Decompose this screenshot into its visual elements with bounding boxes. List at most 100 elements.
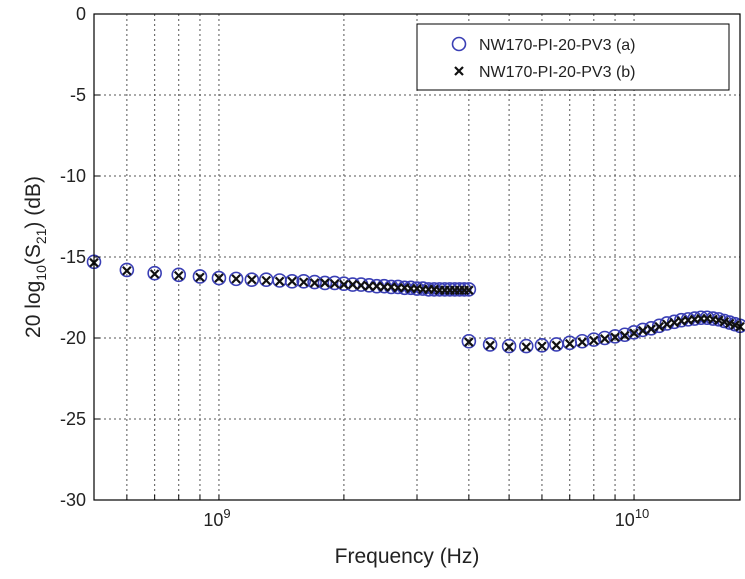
data-point-circle: [501, 338, 517, 354]
y-tick-label: -5: [70, 85, 86, 105]
x-marker-stroke: [521, 342, 532, 352]
legend-box: [416, 23, 730, 91]
x-marker-stroke: [214, 273, 224, 283]
x-marker-stroke: [347, 279, 358, 290]
data-point-x: [577, 337, 587, 347]
x-marker-stroke: [274, 276, 285, 287]
data-point-circle: [119, 262, 135, 278]
legend-entry-a-label: NW170-PI-20-PV3 (a): [479, 37, 636, 54]
x-marker-stroke: [122, 265, 132, 276]
x-marker-stroke: [654, 321, 665, 332]
data-point-x: [261, 275, 272, 286]
data-point-circle: [307, 274, 322, 290]
data-point-x: [329, 278, 340, 289]
x-marker-stroke: [669, 317, 680, 328]
data-point-circle: [211, 270, 227, 286]
x-marker-stroke: [620, 330, 630, 341]
data-point-circle: [296, 273, 311, 289]
data-point-x: [298, 277, 309, 287]
x-marker-stroke: [379, 282, 389, 292]
data-point-x: [173, 270, 184, 281]
x-marker-stroke: [719, 317, 730, 327]
data-point-x: [589, 335, 599, 346]
x-marker-stroke: [298, 277, 309, 287]
data-point-x: [247, 274, 257, 285]
x-marker-stroke: [676, 316, 687, 326]
x-marker-stroke: [356, 280, 366, 291]
x-marker-stroke: [287, 276, 297, 287]
data-point-x: [122, 265, 132, 276]
x-marker-stroke: [629, 328, 639, 338]
data-point-x: [339, 279, 349, 290]
x-marker-stroke: [261, 275, 272, 286]
data-point-circle: [228, 271, 244, 287]
data-point-x: [599, 334, 610, 344]
x-marker-stroke: [320, 278, 330, 288]
x-marker-stroke: [683, 315, 693, 325]
x-marker-stroke: [364, 281, 374, 291]
data-point-x: [464, 285, 474, 295]
y-tick-label: -25: [60, 409, 86, 429]
data-point-x: [564, 338, 575, 349]
y-axis-label-close: ) (dB): [22, 176, 45, 229]
x-tick-label: 109: [203, 506, 230, 530]
y-tick-label: 0: [76, 4, 86, 24]
x-marker-stroke: [173, 270, 184, 281]
grid-layer: [94, 14, 740, 500]
data-point-x: [309, 278, 320, 288]
data-point-x: [231, 274, 241, 284]
x-marker-stroke: [599, 334, 610, 344]
data-point-x: [537, 341, 547, 351]
data-point-circle: [284, 273, 300, 289]
x-marker-stroke: [662, 319, 672, 330]
series-layer: [86, 254, 745, 354]
data-point-x: [646, 324, 656, 334]
series-b: [89, 257, 745, 352]
y-axis-label: 20 log10(S21) (dB): [22, 176, 49, 338]
data-point-x: [504, 342, 514, 352]
y-axis-label-s-sub: 21: [33, 228, 49, 244]
x-marker-stroke: [464, 337, 474, 347]
x-tick-label-base: 10: [203, 510, 223, 530]
data-point-x: [485, 340, 495, 351]
legend-circle-shape: [451, 36, 467, 52]
data-point-circle: [597, 330, 613, 346]
x-marker-stroke: [247, 274, 257, 285]
x-marker-stroke: [231, 274, 241, 284]
x-marker-stroke: [577, 337, 587, 347]
data-point-x: [719, 317, 730, 327]
data-point-x: [364, 281, 374, 291]
x-marker-stroke: [195, 272, 205, 283]
x-marker-stroke: [537, 341, 547, 351]
x-marker-stroke: [485, 340, 495, 351]
x-tick-label: 1010: [615, 506, 650, 530]
data-point-x: [195, 272, 205, 283]
x-marker-stroke: [610, 332, 620, 342]
data-point-circle: [171, 267, 187, 283]
data-point-x: [669, 317, 680, 328]
x-marker-stroke: [724, 318, 735, 329]
data-point-circle: [518, 338, 534, 354]
data-point-circle: [317, 275, 333, 291]
data-point-x: [214, 273, 224, 283]
data-point-x: [347, 279, 358, 290]
x-tick-label-exponent: 10: [635, 506, 649, 521]
x-marker-stroke: [149, 269, 160, 279]
data-point-circle: [482, 337, 498, 352]
data-point-x: [638, 325, 648, 336]
y-axis-label-prefix: 20 log: [22, 281, 45, 338]
data-point-circle: [461, 333, 477, 349]
data-point-circle: [147, 265, 162, 281]
x-marker-stroke: [564, 338, 575, 349]
data-point-x: [320, 278, 330, 288]
y-axis-label-open: (S: [22, 244, 45, 265]
data-point-circle: [574, 333, 590, 349]
y-tick-label: -20: [60, 328, 86, 348]
x-marker-stroke: [638, 325, 648, 336]
data-point-circle: [192, 269, 208, 284]
x-marker-stroke: [551, 340, 562, 351]
legend-circle-marker: [451, 36, 467, 52]
x-marker-stroke: [730, 320, 740, 330]
